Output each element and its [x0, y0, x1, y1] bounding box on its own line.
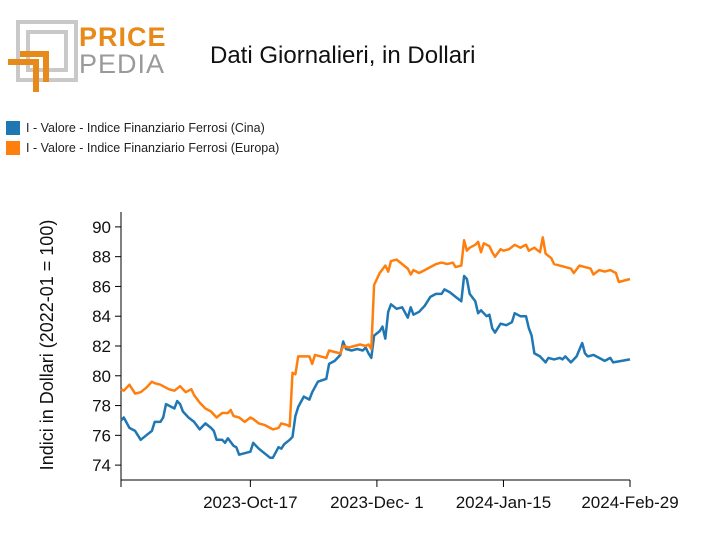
logo-word-pedia: PEDIA [79, 49, 166, 79]
y-tick-label: 84 [92, 307, 111, 326]
y-tick-label: 76 [92, 426, 111, 445]
chart-series [120, 236, 631, 459]
x-tick-label: 2024-Jan-15 [456, 493, 551, 512]
x-tick-label: 2024-Feb-29 [581, 493, 678, 512]
legend-swatch-cina [6, 121, 20, 135]
chart-title: Dati Giornalieri, in Dollari [210, 42, 476, 69]
chart-axes: 74 76 78 80 82 84 86 88 90 2023-Oct-17 2023-Dec- 1… [92, 212, 679, 512]
legend-item-cina: I - Valore - Indice Finanziario Ferrosi … [6, 118, 279, 138]
y-tick-label: 80 [92, 367, 111, 386]
y-tick-label: 88 [92, 248, 111, 267]
logo-mark-icon [8, 20, 78, 92]
x-tick-label: 2023-Dec- 1 [330, 493, 424, 512]
legend-item-europa: I - Valore - Indice Finanziario Ferrosi … [6, 138, 279, 158]
legend-label-europa: I - Valore - Indice Finanziario Ferrosi … [26, 141, 280, 155]
legend-swatch-europa [6, 141, 20, 155]
chart-legend: I - Valore - Indice Finanziario Ferrosi … [6, 118, 279, 158]
pricepedia-logo [6, 20, 166, 95]
series-line-cina [120, 274, 631, 459]
logo-word-price: PRICE [79, 22, 167, 52]
y-tick-label: 78 [92, 397, 111, 416]
y-tick-label: 74 [92, 456, 111, 475]
y-tick-label: 90 [92, 218, 111, 237]
legend-label-cina: I - Valore - Indice Finanziario Ferrosi … [26, 121, 265, 135]
x-tick-label: 2023-Oct-17 [203, 493, 298, 512]
y-tick-label: 86 [92, 277, 111, 296]
y-tick-label: 82 [92, 337, 111, 356]
series-line-europa [120, 236, 631, 431]
y-axis-title: Indici in Dollari (2022-01 = 100) [37, 220, 57, 471]
